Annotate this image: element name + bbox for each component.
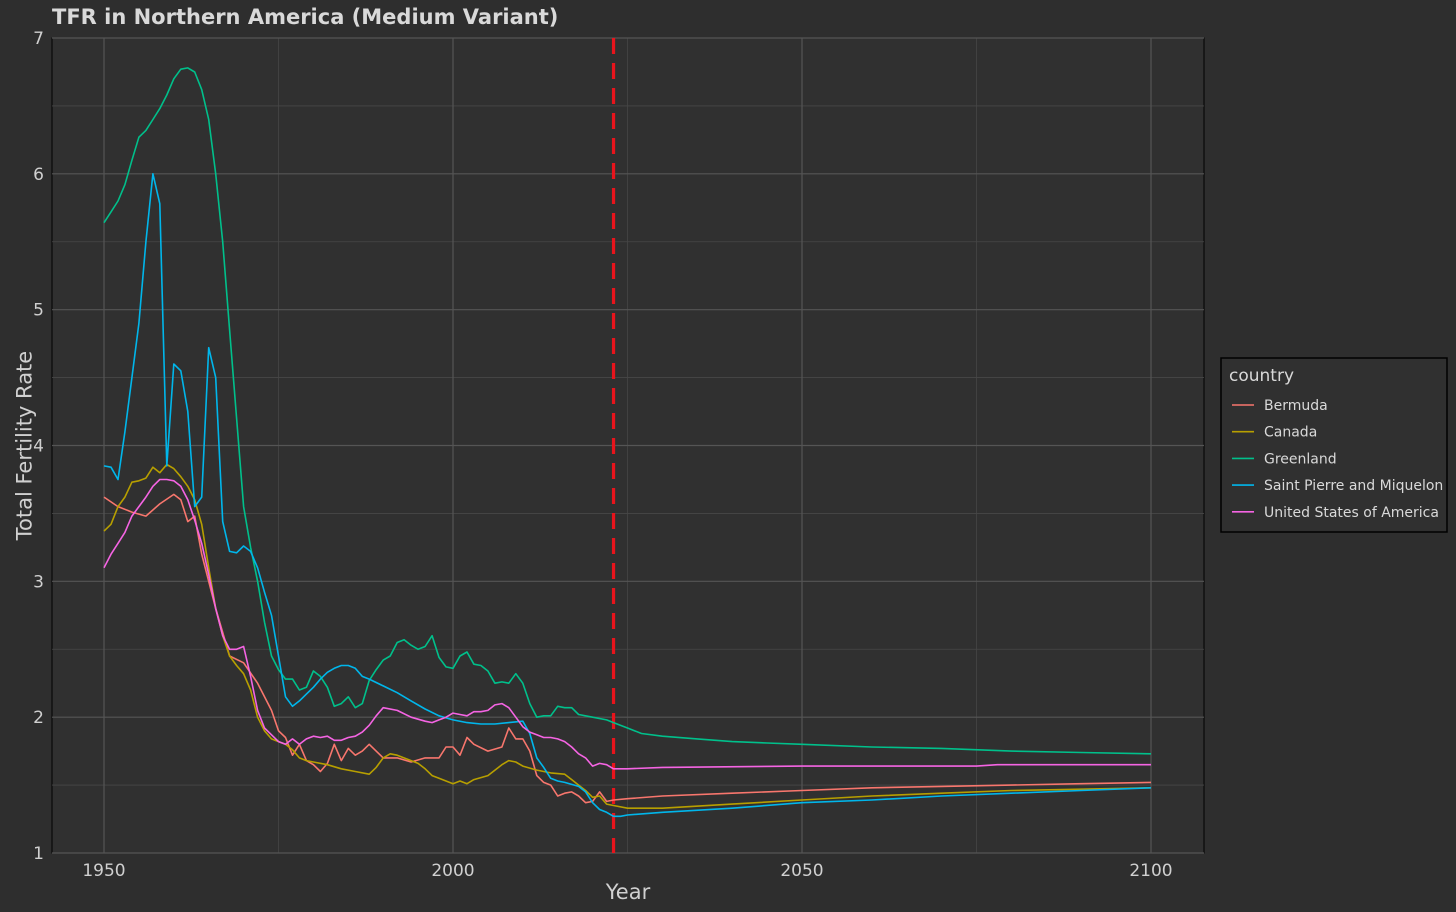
legend-label: Saint Pierre and Miquelon bbox=[1264, 478, 1443, 494]
legend-items: Bermuda Canada Greenland Saint Pierre and M… bbox=[1232, 398, 1443, 521]
y-tick-label: 1 bbox=[33, 844, 44, 864]
x-tick-label: 2100 bbox=[1129, 861, 1172, 881]
legend-box bbox=[1220, 357, 1448, 533]
x-tick-label: 2050 bbox=[780, 861, 823, 881]
x-tick-label: 2000 bbox=[431, 861, 474, 881]
series-group bbox=[103, 67, 1152, 818]
series-line-greenland bbox=[103, 67, 1152, 755]
y-tick-label: 4 bbox=[33, 437, 44, 457]
series-line-saint-pierre-and-miquelon bbox=[103, 173, 1152, 818]
y-tick-label: 6 bbox=[33, 165, 44, 185]
legend-label: Greenland bbox=[1264, 451, 1337, 467]
grid bbox=[52, 37, 1204, 854]
legend-label: Canada bbox=[1264, 425, 1317, 441]
y-tick-label: 7 bbox=[33, 29, 44, 49]
legend-label: United States of America bbox=[1264, 505, 1439, 521]
y-axis-title: Total Fertility Rate bbox=[12, 351, 36, 541]
legend: country Bermuda Canada Greenland Saint Pier… bbox=[1220, 357, 1448, 533]
y-tick-label: 3 bbox=[33, 572, 44, 592]
x-tick-label: 1950 bbox=[82, 861, 125, 881]
y-tick-label: 2 bbox=[33, 708, 44, 728]
y-tick-label: 5 bbox=[33, 301, 44, 321]
chart-title: TFR in Northern America (Medium Variant) bbox=[52, 5, 558, 29]
series-line-united-states-of-america bbox=[103, 478, 1151, 770]
y-axis: 1 2 3 4 5 6 7 bbox=[33, 29, 44, 864]
legend-title: country bbox=[1229, 366, 1294, 386]
x-axis: 1950 2000 2050 2100 bbox=[82, 861, 1172, 881]
legend-label: Bermuda bbox=[1264, 398, 1328, 414]
x-axis-title: Year bbox=[605, 880, 651, 904]
series-line-canada bbox=[103, 463, 1152, 809]
